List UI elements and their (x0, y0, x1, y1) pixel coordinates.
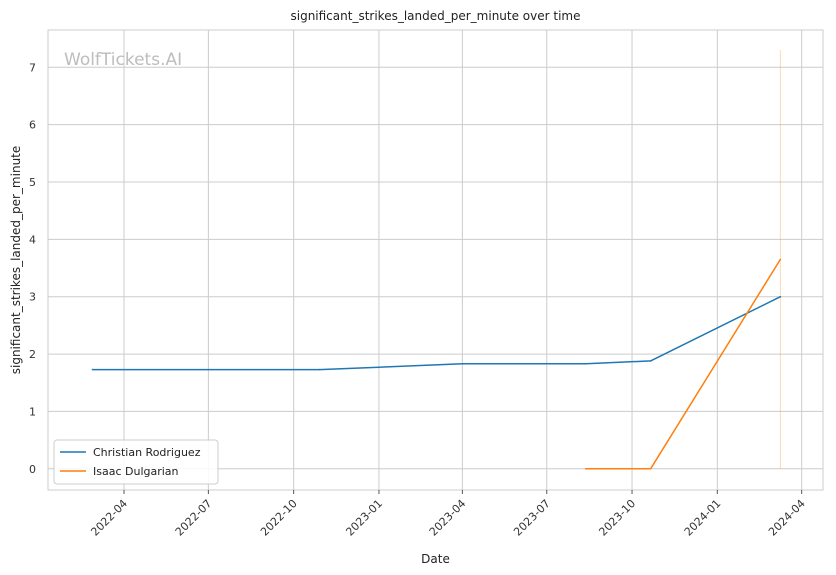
x-tick-label: 2024-04 (766, 497, 808, 539)
y-tick-label: 6 (29, 119, 36, 132)
y-tick-label: 3 (29, 291, 36, 304)
legend: Christian Rodriguez Isaac Dulgarian (53, 439, 219, 485)
data-point (779, 295, 782, 298)
data-point (649, 360, 652, 362)
x-tick-label: 2023-01 (343, 497, 385, 539)
legend-label: Isaac Dulgarian (93, 465, 179, 478)
data-point (779, 258, 782, 261)
chart-title: significant_strikes_landed_per_minute ov… (290, 9, 580, 23)
data-point (318, 368, 321, 371)
series-layer (91, 50, 782, 470)
data-point (91, 368, 94, 371)
data-point (584, 467, 587, 470)
data-point (584, 363, 587, 365)
y-tick-label: 0 (29, 463, 36, 476)
x-tick-label: 2023-07 (511, 497, 553, 539)
data-point (649, 467, 652, 470)
data-point (461, 363, 464, 365)
y-tick-label: 1 (29, 405, 36, 418)
legend-label: Christian Rodriguez (93, 446, 201, 459)
x-tick-label: 2024-01 (682, 497, 724, 539)
x-tick-label: 2022-07 (173, 497, 215, 539)
legend-box (53, 439, 219, 485)
x-axis-label: Date (421, 552, 450, 566)
x-tick-label: 2023-04 (427, 497, 469, 539)
x-axis-ticks: 2022-04 2022-07 2022-10 2023-01 2023-04 2023-… (88, 490, 808, 539)
plot-frame (47, 29, 824, 491)
series-line-isaac-dulgarian (585, 259, 782, 470)
y-tick-label: 5 (29, 176, 36, 189)
watermark: WolfTickets.AI (64, 50, 182, 70)
y-axis-ticks: 0 1 2 3 4 5 6 7 (29, 61, 36, 475)
x-tick-label: 2022-04 (88, 497, 130, 539)
grid (48, 30, 823, 490)
x-tick-label: 2022-10 (258, 497, 300, 539)
series-line-christian-rodriguez (92, 296, 781, 371)
y-tick-label: 7 (29, 61, 36, 74)
y-tick-label: 2 (29, 348, 36, 361)
y-tick-label: 4 (29, 233, 36, 246)
x-tick-label: 2023-10 (596, 497, 638, 539)
y-axis-label: significant_strikes_landed_per_minute (9, 146, 23, 375)
